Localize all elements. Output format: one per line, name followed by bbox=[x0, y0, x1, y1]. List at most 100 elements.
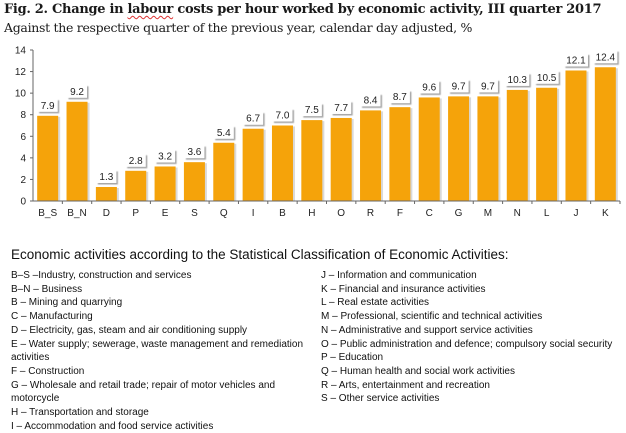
legend-item: O – Public administration and defence; c… bbox=[321, 338, 613, 350]
x-tick-label: N bbox=[514, 208, 521, 219]
legend-item: P – Education bbox=[321, 352, 384, 364]
value-label: 12.1 bbox=[566, 55, 586, 66]
value-label-box bbox=[243, 111, 264, 125]
value-label: 9.7 bbox=[481, 81, 495, 92]
y-tick-label: 14 bbox=[15, 46, 27, 57]
legend-left-column: B–S –Industry, construction and services… bbox=[11, 269, 316, 433]
bar-G: 9.7 bbox=[448, 79, 472, 201]
bar-J: 12.1 bbox=[563, 53, 589, 201]
legend-item: M – Professional, scientific and technic… bbox=[321, 311, 543, 323]
x-tick-label: R bbox=[367, 208, 374, 219]
x-tick-label: P bbox=[132, 208, 139, 219]
value-label-box bbox=[272, 108, 293, 122]
bar-C: 9.6 bbox=[418, 80, 442, 201]
bar-rect bbox=[125, 170, 147, 201]
bar-B_S: 7.9 bbox=[37, 98, 61, 201]
bar-S: 3.6 bbox=[183, 145, 207, 201]
bar-L: 10.5 bbox=[534, 70, 560, 201]
legend-item: E – Water supply; sewerage, waste manage… bbox=[11, 338, 304, 364]
x-tick-label: I bbox=[252, 208, 255, 219]
bar-rect bbox=[536, 87, 558, 201]
bar-B: 7.0 bbox=[271, 108, 295, 201]
figure-title: Fig. 2. Change in labour costs per hour … bbox=[4, 2, 602, 17]
value-label-box bbox=[389, 90, 410, 104]
legend-item: B – Mining and quarrying bbox=[11, 297, 123, 309]
legend-item: H – Transportation and storage bbox=[11, 407, 149, 419]
value-label-box bbox=[155, 149, 176, 163]
bar-rect bbox=[389, 107, 411, 201]
value-label-box bbox=[301, 103, 322, 117]
y-tick-label: 2 bbox=[20, 175, 26, 186]
value-label: 6.7 bbox=[246, 114, 260, 125]
value-label: 10.3 bbox=[508, 75, 528, 86]
x-tick-label: K bbox=[602, 208, 609, 219]
value-label: 7.7 bbox=[334, 103, 348, 114]
value-label-box bbox=[213, 125, 234, 139]
bar-rect bbox=[95, 186, 117, 201]
y-axis: 0 2 4 6 8 10 12 14 bbox=[15, 46, 34, 208]
value-label: 3.2 bbox=[158, 151, 172, 162]
value-label: 7.9 bbox=[41, 101, 55, 112]
x-tick-label: C bbox=[426, 208, 433, 219]
legend-item: D – Electricity, gas, steam and air cond… bbox=[11, 324, 248, 336]
bar-rect bbox=[330, 117, 352, 201]
x-tick-label: F bbox=[397, 208, 403, 219]
bar-rect bbox=[565, 70, 587, 201]
value-label-box bbox=[419, 80, 440, 94]
bar-H: 7.5 bbox=[301, 103, 325, 201]
bar-rect bbox=[37, 115, 59, 201]
legend-item: Q – Human health and social work activit… bbox=[321, 365, 515, 377]
x-tick-label: M bbox=[484, 208, 492, 219]
bar-B_N: 9.2 bbox=[66, 84, 90, 201]
value-label-box bbox=[360, 93, 381, 107]
bar-O: 7.7 bbox=[330, 100, 354, 201]
legend-item: B–N – Business bbox=[11, 283, 83, 295]
bar-I: 6.7 bbox=[242, 111, 266, 201]
x-tick-label: O bbox=[337, 208, 345, 219]
legend-title: Economic activities according to the Sta… bbox=[11, 247, 509, 262]
legend-item: S – Other service activities bbox=[321, 393, 440, 405]
y-tick-label: 4 bbox=[20, 153, 26, 164]
bar-rect bbox=[301, 120, 323, 201]
y-tick-label: 6 bbox=[20, 132, 26, 143]
title-prefix: Fig. 2. Change in bbox=[4, 2, 128, 17]
bar-rect bbox=[66, 101, 88, 201]
x-tick-label: B bbox=[279, 208, 286, 219]
value-label-box bbox=[477, 79, 498, 93]
bar-K: 12.4 bbox=[593, 50, 618, 201]
bar-rect bbox=[418, 97, 440, 201]
value-label-box bbox=[125, 153, 146, 167]
bar-rect bbox=[154, 166, 176, 201]
legend-item: L – Real estate activities bbox=[321, 297, 430, 309]
value-label-box bbox=[96, 169, 117, 183]
bars: 7.9 9.2 1.3 2.8 3.2 3.6 5.4 6.7 7.0 7.5 7.7 8.4 8.7 9… bbox=[37, 50, 618, 201]
value-label: 2.8 bbox=[129, 156, 143, 167]
bar-rect bbox=[448, 96, 470, 201]
bar-rect bbox=[183, 162, 205, 201]
value-label: 9.2 bbox=[70, 87, 84, 98]
value-label: 8.4 bbox=[364, 95, 378, 106]
x-axis: B_S B_N D P E S Q I B H O R F C G M N L J K bbox=[33, 200, 621, 219]
value-label: 5.4 bbox=[217, 128, 231, 139]
bar-E: 3.2 bbox=[154, 149, 178, 201]
value-label-box bbox=[37, 98, 58, 112]
x-tick-label: D bbox=[103, 208, 110, 219]
bar-D: 1.3 bbox=[95, 169, 119, 201]
value-label: 9.6 bbox=[422, 82, 436, 93]
value-label: 7.0 bbox=[276, 111, 290, 122]
legend-item: J – Information and communication bbox=[321, 270, 477, 281]
value-label-box bbox=[67, 84, 88, 98]
x-tick-label: L bbox=[544, 208, 550, 219]
bar-N: 10.3 bbox=[505, 72, 530, 201]
value-label: 8.7 bbox=[393, 92, 407, 103]
bar-rect bbox=[271, 125, 293, 201]
legend-item: K – Financial and insurance activities bbox=[321, 283, 486, 295]
x-tick-label: E bbox=[162, 208, 169, 219]
title-misspelled-word: labour bbox=[127, 2, 174, 17]
x-tick-label: H bbox=[308, 208, 315, 219]
value-label-box bbox=[331, 100, 352, 114]
value-label-box bbox=[448, 79, 469, 93]
value-label: 7.5 bbox=[305, 105, 319, 116]
bar-rect bbox=[594, 67, 616, 201]
